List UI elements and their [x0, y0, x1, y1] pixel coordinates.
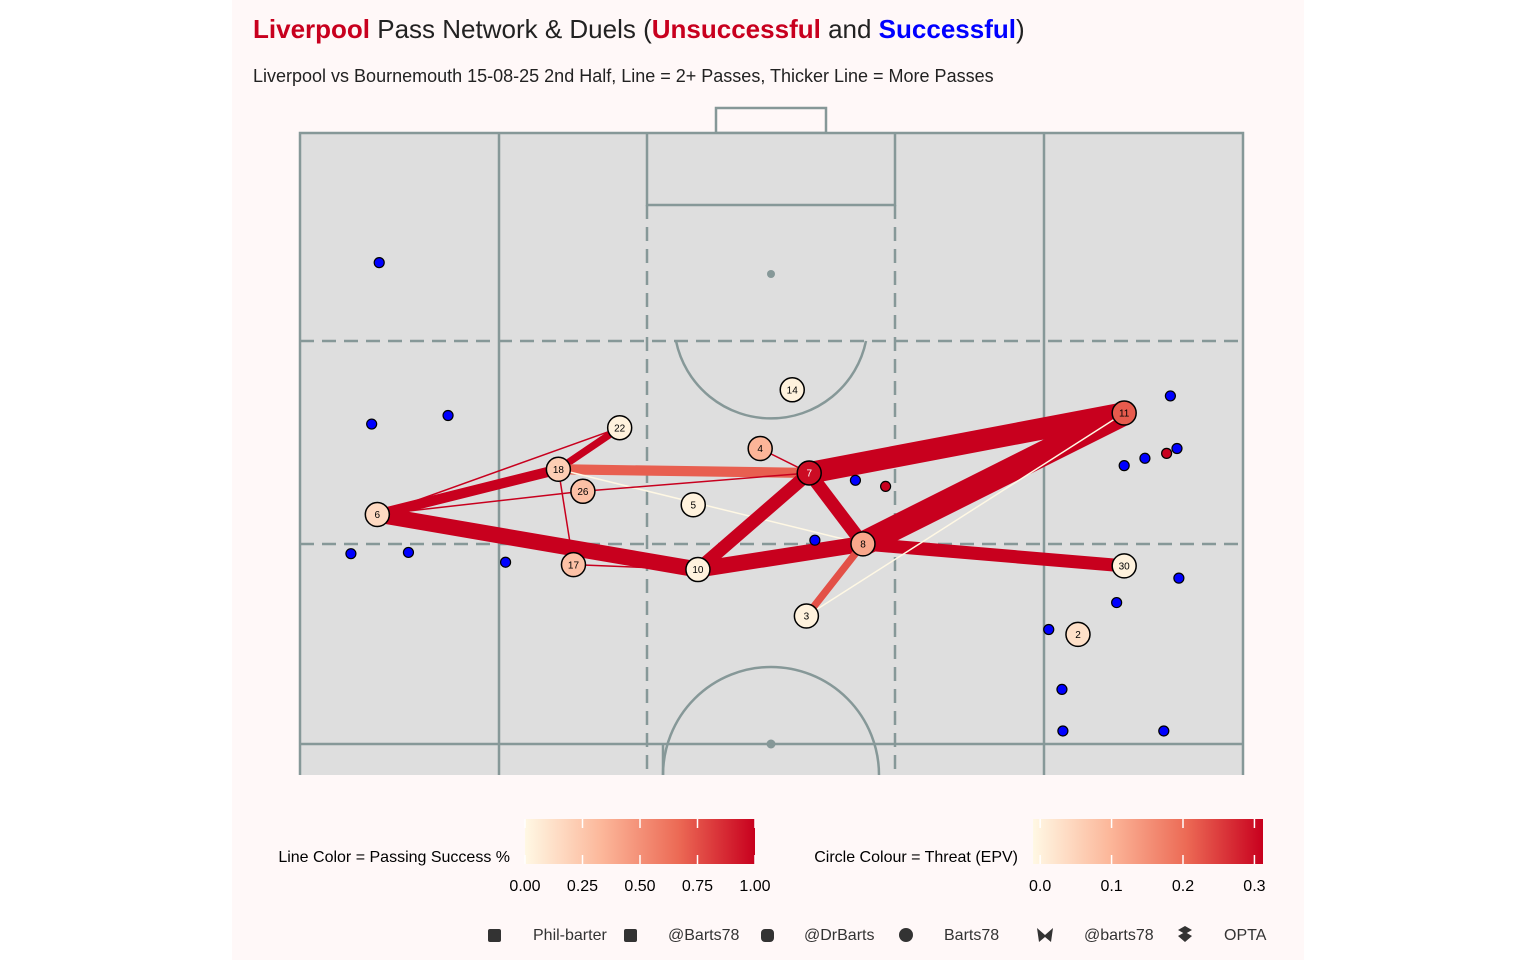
footer-icons — [488, 926, 1192, 942]
pass-line — [557, 469, 575, 565]
player-node — [606, 414, 633, 441]
player-node — [570, 478, 596, 505]
legend-title: Line Color = Passing Success % — [278, 849, 510, 866]
player-node — [680, 491, 706, 518]
colorbar-tick-label: 0.2 — [1172, 878, 1194, 895]
duel-point — [1139, 452, 1151, 464]
duel-point — [499, 556, 512, 568]
duel-point — [1057, 725, 1069, 737]
footer-text: @DrBarts — [804, 927, 874, 944]
player-label: 7 — [806, 469, 812, 480]
player-label: 11 — [1119, 409, 1130, 420]
footer-text: Phil-barter — [533, 927, 607, 944]
duel-point — [442, 409, 454, 422]
colorbar-tick-label: 1.00 — [739, 878, 770, 895]
player-node — [685, 556, 711, 583]
player-label: 10 — [692, 565, 704, 576]
duel-point — [849, 474, 862, 486]
duel-point — [880, 480, 892, 493]
player-node — [364, 501, 391, 528]
colorbar-tick-label: 0.25 — [567, 878, 598, 895]
duel-point — [1111, 596, 1123, 609]
player-node — [747, 435, 773, 462]
chart-subtitle: Liverpool vs Bournemouth 15-08-25 2nd Ha… — [253, 66, 994, 86]
chart-title: Liverpool Pass Network & Duels (Unsucces… — [253, 14, 1025, 44]
pass-line — [805, 412, 1125, 617]
pass-line — [693, 468, 814, 575]
pass-line — [696, 535, 865, 578]
pass-line — [558, 464, 810, 479]
pitch — [298, 106, 1245, 776]
pass-line — [862, 537, 1125, 573]
pass-line — [375, 506, 700, 578]
circle-colorbar — [1033, 819, 1263, 864]
player-label: 18 — [553, 465, 565, 476]
duel-point — [366, 418, 378, 430]
colorbar-tick-label: 0.0 — [1029, 878, 1051, 895]
player-node — [1111, 400, 1137, 426]
pass-line — [803, 468, 869, 548]
pass-line — [376, 464, 560, 520]
player-label: 26 — [577, 487, 589, 498]
duel-point — [809, 534, 821, 546]
player-label: 6 — [375, 510, 381, 521]
pass-line — [558, 468, 864, 545]
duel-point — [1164, 390, 1176, 402]
player-label: 2 — [1075, 630, 1081, 641]
player-label: 17 — [568, 560, 580, 571]
duel-point — [1173, 572, 1185, 584]
colorbar-tick-label: 0.75 — [682, 878, 713, 895]
player-label: 5 — [690, 500, 696, 511]
player-node — [850, 531, 876, 557]
footer-text: Barts78 — [944, 927, 999, 944]
player-node — [545, 456, 572, 483]
player-label: 8 — [860, 540, 866, 551]
duel-point — [373, 257, 385, 269]
colorbar-tick-label: 0.3 — [1243, 878, 1265, 895]
legend-title: Circle Colour = Threat (EPV) — [814, 849, 1018, 866]
player-node — [1111, 553, 1137, 579]
pass-line — [582, 472, 810, 493]
player-node — [796, 460, 822, 486]
duel-point — [402, 546, 415, 559]
player-node — [793, 603, 820, 629]
colorbar-tick-label: 0.50 — [624, 878, 655, 895]
player-label: 3 — [804, 612, 810, 623]
footer-text: @Barts78 — [668, 927, 739, 944]
colorbar-tick-label: 0.00 — [509, 878, 540, 895]
colorbar-tick-label: 0.1 — [1100, 878, 1122, 895]
player-label: 4 — [757, 444, 763, 455]
pass-line — [857, 401, 1130, 555]
player-label: 22 — [614, 423, 626, 434]
duel-point — [345, 548, 357, 560]
duel-point — [1043, 623, 1055, 636]
pass-line — [807, 402, 1127, 484]
player-label: 30 — [1119, 562, 1131, 573]
footer-text: @barts78 — [1084, 927, 1154, 944]
pass-line — [573, 563, 698, 571]
duel-point — [1158, 725, 1170, 737]
player-label: 14 — [787, 385, 799, 396]
player-node — [560, 551, 587, 578]
pass-line — [377, 427, 620, 516]
pass-line — [803, 541, 866, 619]
duel-point — [1118, 460, 1130, 472]
footer-text: OPTA — [1224, 927, 1267, 944]
duel-point — [1171, 442, 1183, 455]
duel-point — [1056, 683, 1068, 696]
duel-point — [1161, 447, 1173, 459]
player-node — [1065, 621, 1091, 648]
pass-line — [377, 490, 583, 516]
player-node — [779, 377, 805, 403]
